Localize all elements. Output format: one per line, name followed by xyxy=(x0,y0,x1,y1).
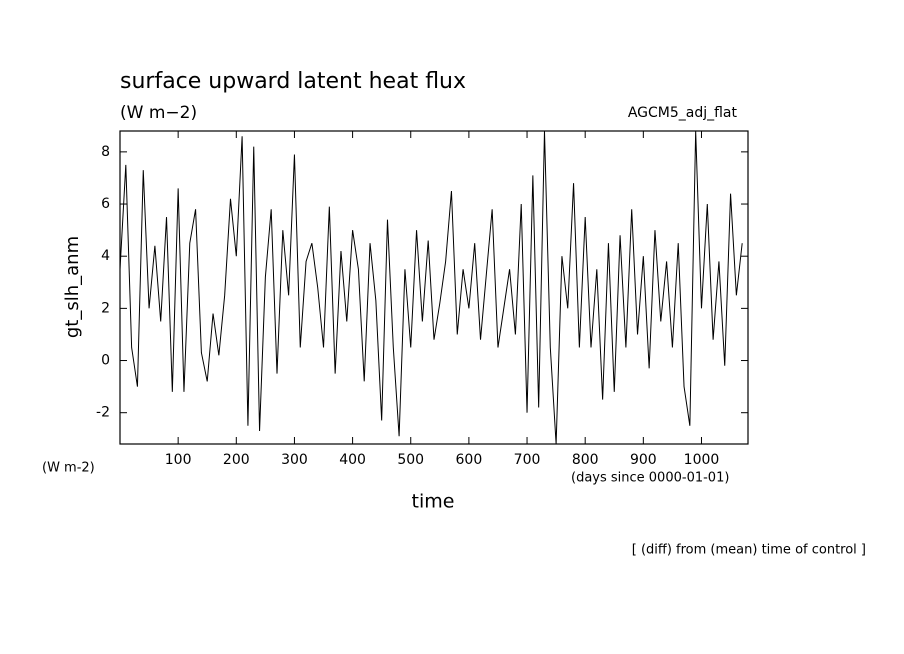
x-tick-label: 900 xyxy=(630,452,657,468)
x-tick-label: 100 xyxy=(165,452,192,468)
x-tick-label: 400 xyxy=(339,452,366,468)
plot-frame xyxy=(119,130,749,445)
footnote: [ (diff) from (mean) time of control ] xyxy=(632,543,866,558)
y-tick-label: 4 xyxy=(101,248,110,264)
x-tick-label: 200 xyxy=(223,452,250,468)
y-tick-label: 0 xyxy=(101,353,110,369)
x-tick-label: 600 xyxy=(456,452,483,468)
annotation: AGCM5_adj_flat xyxy=(628,105,738,121)
x-unit: (days since 0000-01-01) xyxy=(571,471,729,486)
data-line xyxy=(119,130,743,445)
x-tick-label: 500 xyxy=(397,452,424,468)
x-tick-label: 700 xyxy=(514,452,541,468)
x-tick-label: 800 xyxy=(572,452,599,468)
y-unit: (W m-2) xyxy=(42,461,95,476)
x-tick-label: 1000 xyxy=(684,452,720,468)
y-tick-label: 2 xyxy=(101,300,110,316)
y-tick-label: 8 xyxy=(101,144,110,160)
y-tick-label: -2 xyxy=(96,405,110,421)
y-axis-label: gt_slh_anm xyxy=(62,236,83,338)
x-tick-label: 300 xyxy=(281,452,308,468)
chart-subtitle: (W m−2) xyxy=(120,103,197,123)
chart-title: surface upward latent heat flux xyxy=(120,69,466,94)
y-tick-label: 6 xyxy=(101,196,110,212)
x-axis-label: time xyxy=(412,491,455,513)
